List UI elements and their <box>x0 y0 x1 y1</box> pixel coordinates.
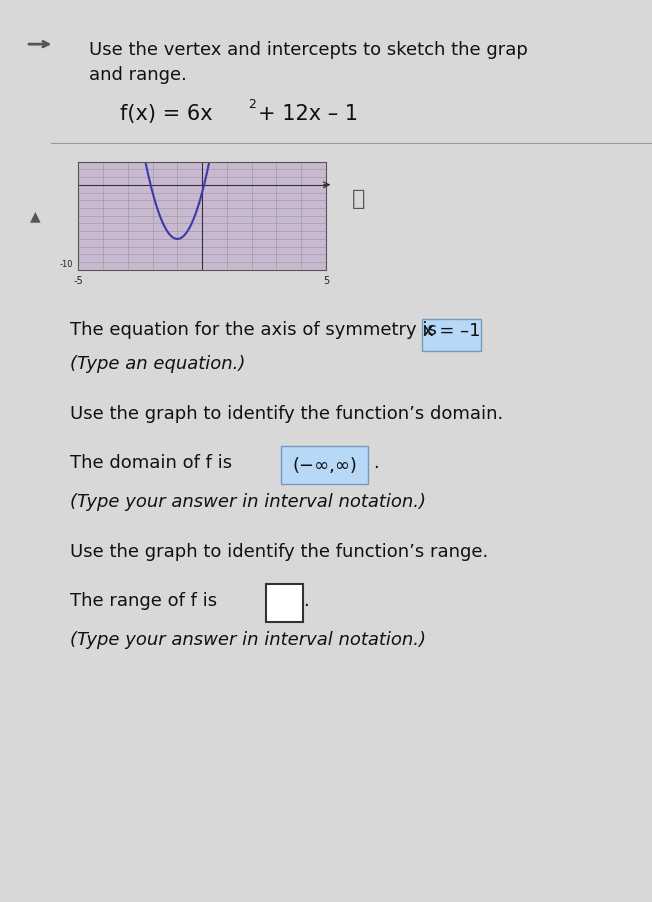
Text: The equation for the axis of symmetry is: The equation for the axis of symmetry is <box>70 320 437 338</box>
FancyBboxPatch shape <box>422 319 481 352</box>
Text: (Type your answer in interval notation.): (Type your answer in interval notation.) <box>70 630 426 649</box>
FancyBboxPatch shape <box>282 446 368 484</box>
Text: ⧉: ⧉ <box>351 189 365 208</box>
Text: ▲: ▲ <box>30 209 41 224</box>
Text: (−∞,∞): (−∞,∞) <box>293 456 358 474</box>
FancyBboxPatch shape <box>266 584 303 622</box>
Text: Use the graph to identify the function’s range.: Use the graph to identify the function’s… <box>70 542 488 560</box>
Text: .: . <box>374 454 379 472</box>
Text: Use the vertex and intercepts to sketch the grap
and range.: Use the vertex and intercepts to sketch … <box>89 41 527 84</box>
Text: f(x) = 6x: f(x) = 6x <box>120 104 213 124</box>
Text: (Type your answer in interval notation.): (Type your answer in interval notation.) <box>70 492 426 511</box>
Text: 2: 2 <box>248 97 256 110</box>
Text: + 12x – 1: + 12x – 1 <box>258 104 358 124</box>
Text: .: . <box>303 592 308 610</box>
Text: The domain of f is: The domain of f is <box>70 454 232 472</box>
Text: The range of f is: The range of f is <box>70 592 217 610</box>
Text: Use the graph to identify the function’s domain.: Use the graph to identify the function’s… <box>70 404 503 422</box>
Text: x = –1: x = –1 <box>423 322 481 340</box>
Text: (Type an equation.): (Type an equation.) <box>70 354 245 373</box>
